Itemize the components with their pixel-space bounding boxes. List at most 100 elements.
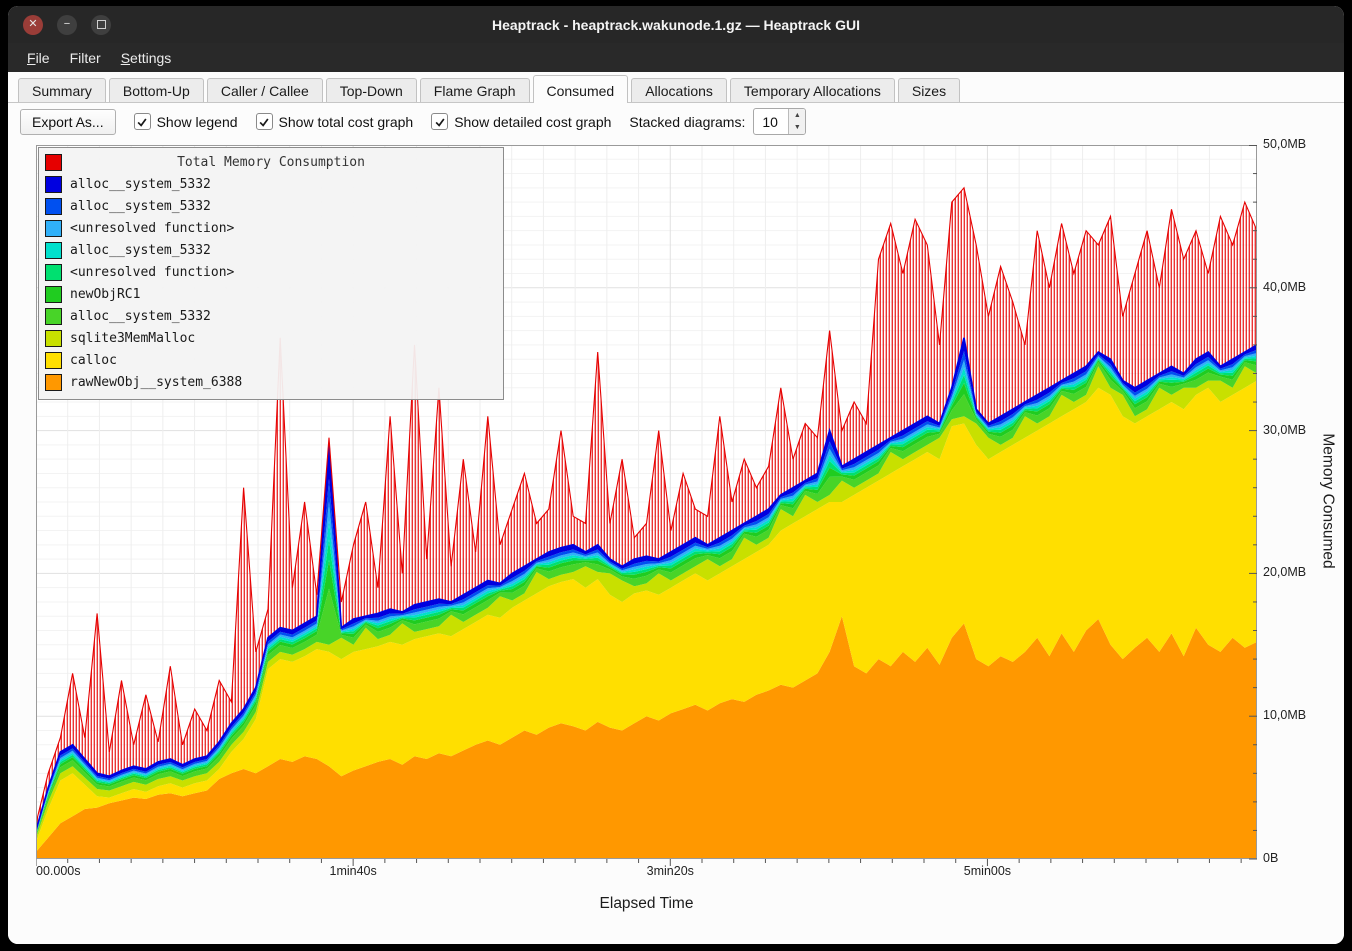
spinbox-buttons: ▲ ▼	[788, 109, 806, 135]
series-area	[36, 616, 1257, 859]
chart-legend: Total Memory Consumption alloc__system_5…	[38, 147, 504, 400]
legend-swatch	[45, 285, 62, 303]
tab-top-down[interactable]: Top-Down	[325, 78, 417, 102]
checkbox-label: Show legend	[156, 113, 238, 130]
menubar: File Filter Settings	[8, 43, 1344, 72]
checkbox-box	[255, 113, 273, 130]
y-tick-label: 50,0MB	[1263, 137, 1307, 151]
legend-label: alloc__system_5332	[70, 242, 211, 258]
tab-sizes[interactable]: Sizes	[897, 78, 961, 102]
legend-label: sqlite3MemMalloc	[70, 330, 196, 346]
spin-down-button[interactable]: ▼	[789, 122, 805, 135]
tab-bottom-up[interactable]: Bottom-Up	[108, 78, 204, 102]
legend-label: <unresolved function>	[70, 264, 235, 280]
chart-area: Total Memory Consumption alloc__system_5…	[8, 137, 1344, 944]
memory-consumption-chart[interactable]: Total Memory Consumption alloc__system_5…	[36, 145, 1257, 868]
export-as-button[interactable]: Export As...	[20, 108, 116, 135]
minimize-button[interactable]: −	[57, 14, 77, 35]
legend-label: calloc	[70, 352, 117, 368]
checkbox-box	[431, 113, 449, 130]
chevron-down-icon: ▼	[793, 124, 801, 132]
heaptrack-window: ✕ − Heaptrack - heaptrack.wakunode.1.gz …	[8, 6, 1344, 944]
stacked-diagrams-control: Stacked diagrams: 10 ▲ ▼	[629, 108, 807, 135]
toolbar: Export As... Show legend Show total cost…	[8, 103, 1344, 140]
legend-item: <unresolved function>	[45, 261, 497, 283]
minimize-icon: −	[63, 18, 71, 30]
legend-label: alloc__system_5332	[70, 176, 211, 192]
total-consumption-line	[36, 186, 1257, 824]
legend-swatch	[45, 197, 62, 215]
legend-items: alloc__system_5332 alloc__system_5332 <unr…	[45, 173, 497, 393]
stacked-diagrams-label: Stacked diagrams:	[629, 113, 746, 130]
legend-swatch	[45, 307, 62, 325]
window-title: Heaptrack - heaptrack.wakunode.1.gz — He…	[491, 16, 860, 33]
titlebar: ✕ − Heaptrack - heaptrack.wakunode.1.gz …	[8, 6, 1344, 43]
x-tick-label: 1min40s	[329, 864, 377, 878]
show-legend-checkbox[interactable]: Show legend	[133, 113, 238, 130]
legend-swatch	[45, 263, 62, 281]
tab-bar: Summary Bottom-Up Caller / Callee Top-Do…	[8, 72, 1344, 103]
legend-swatch	[45, 373, 62, 391]
series-area	[36, 380, 1257, 852]
x-tick-label: 3min20s	[646, 864, 694, 878]
legend-swatch	[45, 175, 62, 193]
close-button[interactable]: ✕	[23, 14, 43, 35]
maximize-button[interactable]	[91, 14, 111, 35]
legend-item: alloc__system_5332	[45, 239, 497, 261]
spinbox-value[interactable]: 10	[762, 113, 778, 130]
y-tick-label: 40,0MB	[1263, 279, 1307, 294]
checkbox-label: Show total cost graph	[278, 113, 414, 130]
tab-caller-callee[interactable]: Caller / Callee	[206, 78, 323, 102]
series-area	[36, 187, 1257, 831]
spin-up-button[interactable]: ▲	[789, 109, 805, 122]
x-axis-labels: 00.000s 1min40s 3min20s 5min00s	[8, 864, 1268, 880]
legend-swatch	[45, 351, 62, 369]
x-tick-label: 5min00s	[963, 864, 1012, 878]
checkmark-icon	[435, 117, 445, 127]
legend-label: rawNewObj__system_6388	[70, 374, 243, 390]
legend-item: rawNewObj__system_6388	[45, 371, 497, 393]
tab-allocations[interactable]: Allocations	[631, 78, 727, 102]
legend-item: alloc__system_5332	[45, 173, 497, 195]
series-area	[36, 360, 1257, 836]
checkbox-label: Show detailed cost graph	[454, 113, 612, 130]
close-icon: ✕	[28, 18, 38, 30]
tab-consumed[interactable]: Consumed	[532, 75, 629, 103]
show-detailed-cost-checkbox[interactable]: Show detailed cost graph	[431, 113, 611, 130]
blue-cost-line	[36, 337, 1257, 831]
legend-title: Total Memory Consumption	[177, 154, 365, 170]
series-area	[36, 362, 1257, 838]
show-total-cost-checkbox[interactable]: Show total cost graph	[255, 113, 414, 130]
tab-flame-graph[interactable]: Flame Graph	[419, 78, 530, 102]
legend-item: calloc	[45, 349, 497, 371]
legend-label: <unresolved function>	[70, 220, 235, 236]
chart-canvas	[36, 145, 1257, 866]
tab-temporary-allocations[interactable]: Temporary Allocations	[729, 78, 895, 102]
checkmark-icon	[137, 117, 147, 127]
y-tick-label: 0B	[1263, 851, 1279, 865]
legend-item: alloc__system_5332	[45, 305, 497, 327]
chevron-up-icon: ▲	[793, 111, 801, 119]
y-axis-labels: 0B 10,0MB 20,0MB 30,0MB 40,0MB 50,0MB	[1263, 137, 1343, 880]
y-axis-title: Memory Consumed	[1319, 433, 1337, 569]
legend-swatch	[45, 241, 62, 259]
x-axis-title: Elapsed Time	[599, 895, 694, 912]
stacked-diagrams-spinbox[interactable]: 10 ▲ ▼	[753, 108, 807, 135]
window-controls: ✕ −	[23, 14, 111, 35]
legend-label: alloc__system_5332	[70, 198, 211, 214]
checkmark-icon	[259, 117, 269, 127]
legend-item: alloc__system_5332	[45, 195, 497, 217]
legend-title-row: Total Memory Consumption	[45, 151, 497, 173]
tab-summary[interactable]: Summary	[18, 78, 106, 102]
y-tick-label: 10,0MB	[1263, 708, 1307, 723]
legend-swatch	[45, 153, 62, 171]
maximize-icon	[96, 20, 106, 29]
legend-swatch	[45, 329, 62, 347]
menu-filter[interactable]: Filter	[69, 49, 101, 66]
menu-file[interactable]: File	[27, 49, 50, 66]
legend-item: sqlite3MemMalloc	[45, 327, 497, 349]
y-tick-label: 20,0MB	[1263, 565, 1307, 580]
checkbox-box	[133, 113, 151, 130]
legend-item: <unresolved function>	[45, 217, 497, 239]
menu-settings[interactable]: Settings	[120, 49, 172, 66]
